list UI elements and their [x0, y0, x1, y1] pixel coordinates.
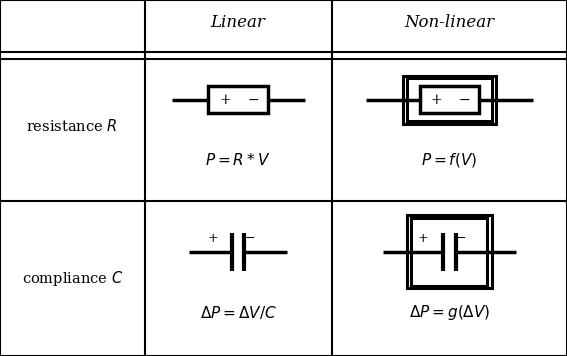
Bar — [420, 87, 479, 113]
Text: +: + — [219, 93, 231, 107]
Bar — [403, 75, 496, 124]
Text: resistance $R$: resistance $R$ — [27, 119, 118, 134]
Text: +: + — [430, 93, 442, 107]
Bar — [411, 218, 487, 286]
Text: −: − — [247, 93, 259, 107]
Bar — [407, 79, 492, 121]
Text: $\Delta P=  \Delta V / C$: $\Delta P= \Delta V / C$ — [200, 304, 277, 321]
Text: +: + — [418, 232, 429, 245]
Bar — [209, 87, 268, 113]
Bar — [407, 215, 492, 288]
Text: $P=  R*V$: $P= R*V$ — [205, 152, 271, 168]
Text: Non-linear: Non-linear — [404, 14, 494, 31]
Text: +: + — [208, 232, 218, 245]
Text: −: − — [244, 232, 255, 245]
Text: Linear: Linear — [211, 14, 265, 31]
Text: −: − — [456, 232, 467, 245]
Text: compliance $C$: compliance $C$ — [22, 269, 123, 288]
Text: $\Delta P=  g(\Delta V)$: $\Delta P= g(\Delta V)$ — [409, 303, 490, 322]
Text: −: − — [458, 93, 470, 107]
Text: $P= f(V)$: $P= f(V)$ — [421, 151, 477, 169]
